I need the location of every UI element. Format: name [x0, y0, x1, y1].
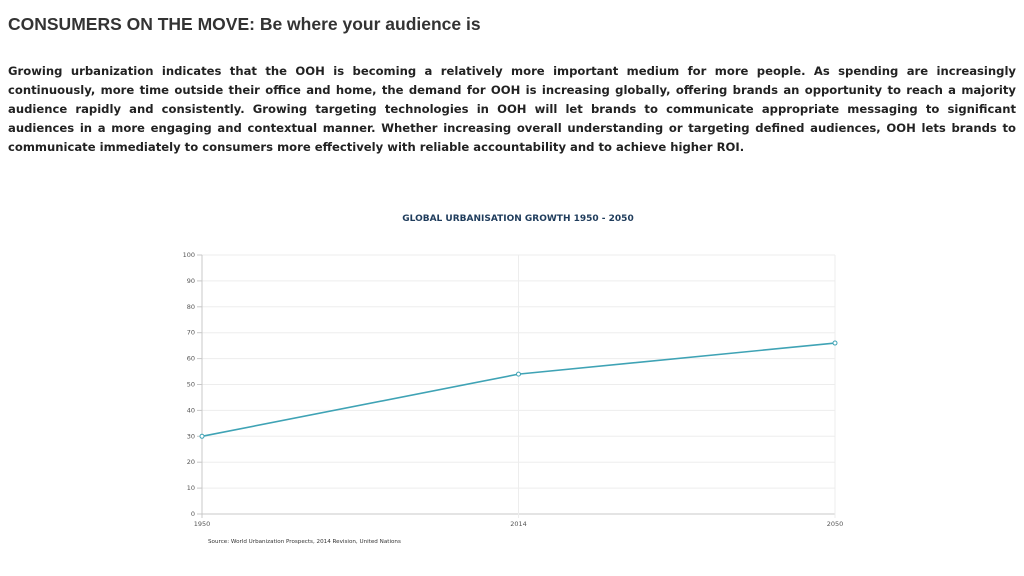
- x-tick-label: 2014: [510, 520, 527, 528]
- urbanisation-chart: GLOBAL URBANISATION GROWTH 1950 - 2050 0…: [150, 200, 870, 560]
- y-tick-label: 70: [187, 329, 195, 337]
- chart-title: GLOBAL URBANISATION GROWTH 1950 - 2050: [402, 214, 633, 224]
- y-tick-label: 10: [187, 484, 195, 492]
- x-tick-label: 2050: [827, 520, 844, 528]
- data-point: [199, 433, 205, 439]
- y-tick-label: 20: [187, 458, 195, 466]
- y-tick-label: 30: [187, 432, 195, 440]
- chart-grid: [201, 254, 836, 518]
- intro-paragraph: Growing urbanization indicates that the …: [8, 64, 1016, 154]
- x-tick-label: 1950: [194, 520, 211, 528]
- data-point: [516, 371, 521, 377]
- y-tick-label: 0: [191, 510, 195, 518]
- y-tick-label: 90: [187, 277, 195, 285]
- y-tick-label: 100: [183, 251, 195, 259]
- data-point: [832, 340, 838, 346]
- page-title: CONSUMERS ON THE MOVE: Be where your aud…: [8, 14, 481, 34]
- y-tick-label: 50: [187, 381, 195, 389]
- chart-svg: GLOBAL URBANISATION GROWTH 1950 - 2050 0…: [183, 214, 844, 545]
- chart-axes: 0 10 20 30 40 50 60 70 80 90 100 1950 2014 2050: [183, 251, 844, 528]
- chart-series: [199, 340, 838, 439]
- y-tick-label: 80: [187, 303, 195, 311]
- y-tick-label: 40: [187, 406, 195, 414]
- y-tick-label: 60: [187, 355, 195, 363]
- chart-source: Source: World Urbanization Prospects, 20…: [208, 539, 401, 545]
